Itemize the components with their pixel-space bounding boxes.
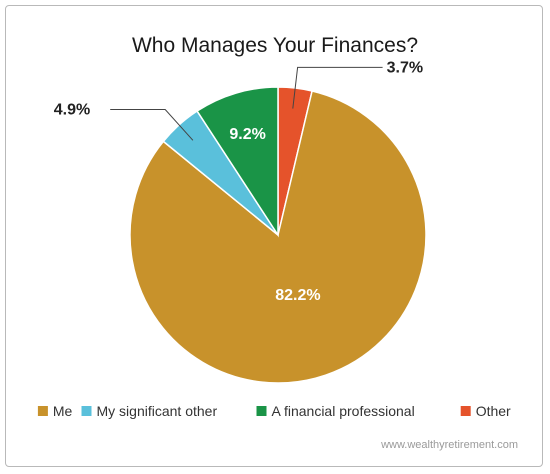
pie-slices	[129, 86, 427, 384]
pie-slice-a-financial-professional	[196, 86, 279, 238]
legend-label-my-significant-other: My significant other	[97, 403, 218, 419]
legend-swatch-my-significant-other	[81, 406, 92, 416]
leader-lines	[110, 66, 383, 141]
legend-label-me: Me	[53, 403, 73, 419]
data-labels: 3.7% 82.2% 4.9% 9.2%	[54, 59, 423, 304]
leader-line-my-significant-other	[110, 109, 194, 141]
legend-swatch-a-financial-professional	[256, 406, 267, 416]
legend-swatch-me	[37, 406, 48, 416]
data-label-me: 82.2%	[275, 287, 320, 304]
pie-slice-me	[129, 90, 427, 384]
leader-line-other	[292, 66, 383, 109]
data-label-other: 3.7%	[387, 59, 423, 76]
legend: Me My significant other A financial profes…	[37, 403, 511, 419]
source-footer: www.wealthyretirement.com	[380, 439, 518, 451]
chart-title: Who Manages Your Finances?	[132, 34, 418, 57]
legend-label-a-financial-professional: A financial professional	[272, 403, 415, 419]
data-label-a-financial-professional: 9.2%	[229, 126, 265, 143]
data-label-my-significant-other: 4.9%	[54, 102, 90, 119]
legend-swatch-other	[460, 406, 471, 416]
legend-label-other: Other	[476, 403, 511, 419]
